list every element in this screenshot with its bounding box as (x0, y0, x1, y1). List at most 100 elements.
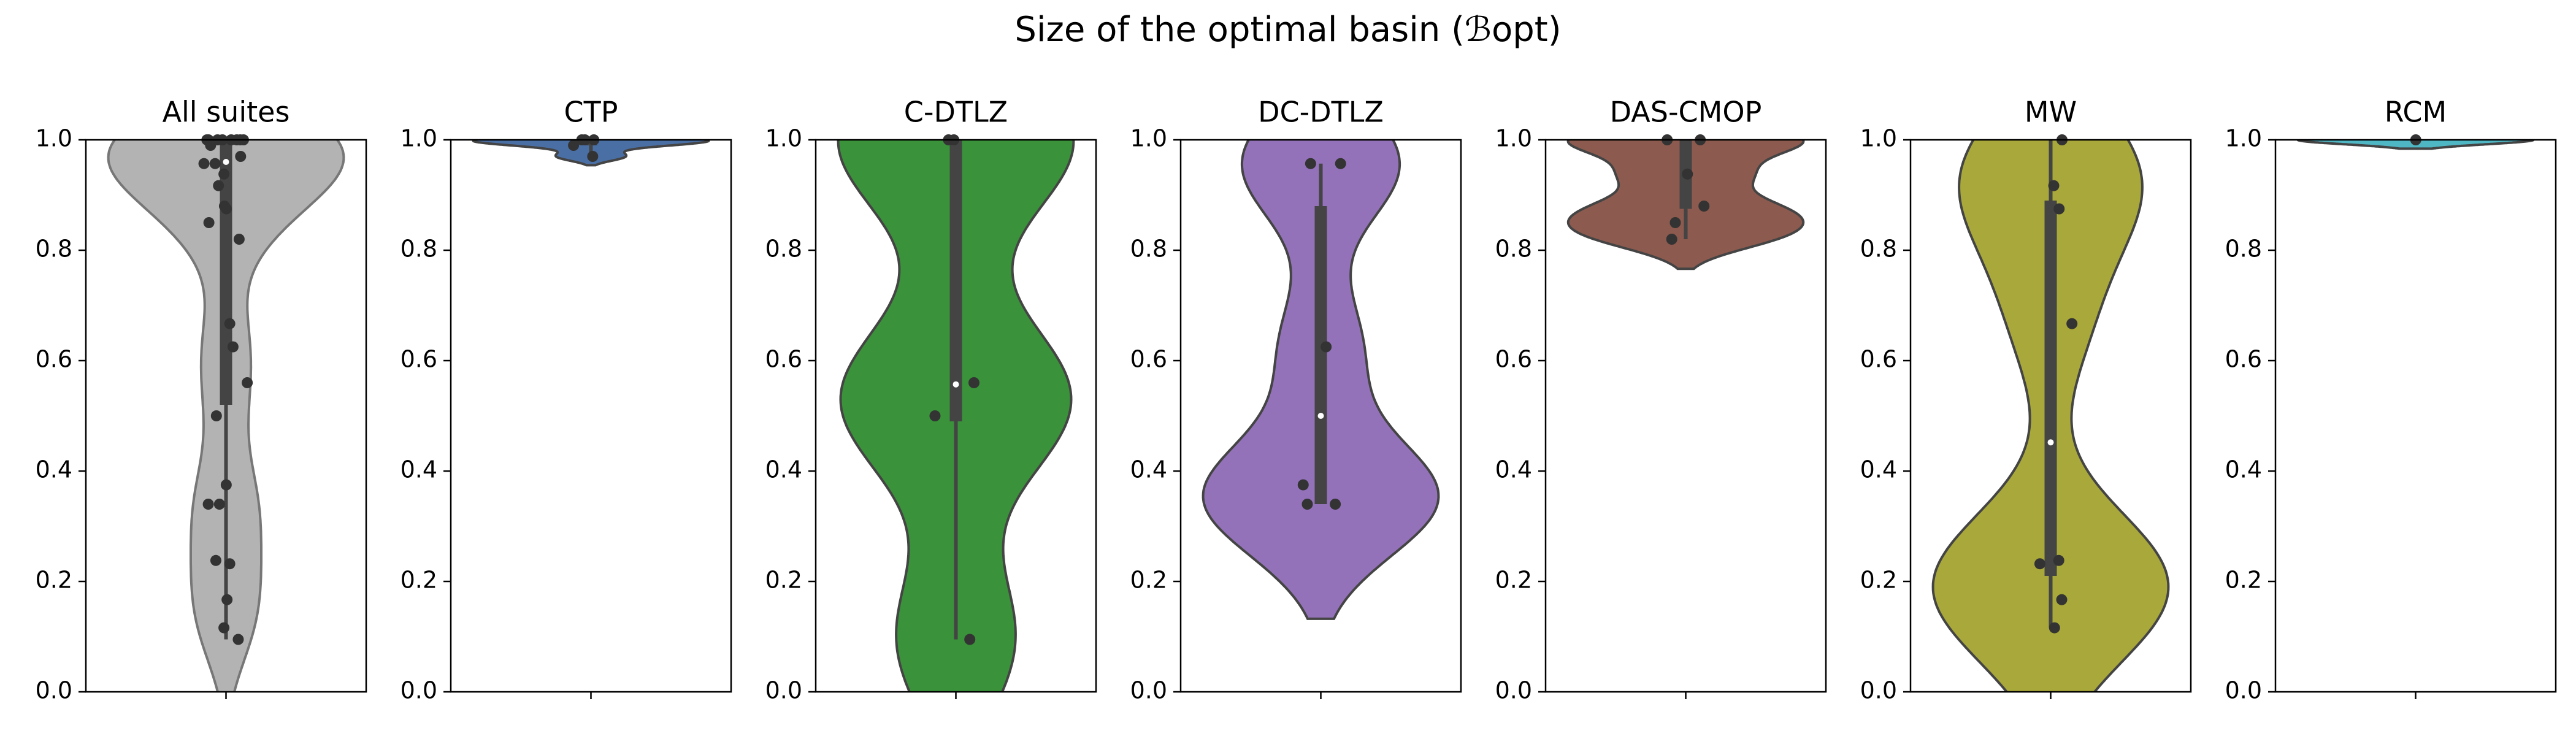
y-tick-label: 0.0 (765, 677, 802, 704)
strip-point (210, 410, 222, 421)
axes-frame (1909, 139, 2192, 693)
strip-point (2066, 318, 2078, 329)
strip-point (1297, 479, 1309, 491)
strip-point (224, 558, 236, 570)
y-tick-label: 0.8 (1495, 236, 1532, 263)
strip-point (198, 158, 210, 169)
y-tick-label: 0.8 (36, 236, 72, 263)
y-tick-label: 0.6 (765, 346, 802, 373)
y-tick-label: 0.8 (765, 236, 802, 263)
y-tick-label: 1.0 (36, 125, 72, 152)
y-tick-label: 1.0 (1860, 125, 1897, 152)
strip-point (220, 203, 232, 215)
box-iqr (949, 140, 962, 421)
y-tick-label: 0.4 (36, 456, 72, 483)
strip-point (242, 377, 253, 388)
y-tick-label: 0.2 (1130, 567, 1167, 594)
subplot: C-DTLZ 0.0 0.2 0.4 0.6 0.8 1.0 (765, 96, 1097, 704)
strip-point (1669, 217, 1681, 228)
box-median (1317, 413, 1324, 419)
subplot: RCM 0.0 0.2 0.4 0.6 0.8 1.0 (2225, 96, 2557, 704)
subplot-title: DC-DTLZ (1258, 96, 1384, 129)
y-tick-label: 0.8 (2225, 236, 2262, 263)
strip-point (968, 377, 979, 388)
y-tick-label: 0.4 (401, 456, 437, 483)
strip-point (1666, 234, 1677, 245)
strip-point (964, 634, 976, 645)
strip-point (2048, 180, 2060, 191)
y-tick-label: 0.8 (401, 236, 437, 263)
y-tick-label: 0.4 (765, 456, 802, 483)
y-tick-label: 0.6 (1495, 346, 1532, 373)
y-tick-label: 0.6 (1130, 346, 1167, 373)
subplot-title: CTP (564, 96, 618, 129)
y-tick-label: 0.0 (1495, 677, 1532, 704)
y-tick-label: 0.4 (1495, 456, 1532, 483)
subplot-title: C-DTLZ (904, 96, 1008, 129)
strip-point (227, 341, 239, 353)
strip-point (1698, 201, 1710, 212)
y-tick-label: 0.0 (1130, 677, 1167, 704)
axes-frame (85, 139, 367, 693)
y-tick-label: 0.0 (1860, 677, 1897, 704)
strip-point (213, 499, 225, 510)
y-tick-label: 0.6 (2225, 346, 2262, 373)
strip-point (1682, 168, 1693, 180)
y-tick-label: 0.4 (1130, 456, 1167, 483)
y-tick-label: 0.2 (36, 567, 72, 594)
y-tick-label: 0.0 (2225, 677, 2262, 704)
y-tick-label: 0.2 (765, 567, 802, 594)
y-tick-label: 0.0 (401, 677, 437, 704)
strip-point (209, 158, 221, 169)
strip-point (203, 217, 215, 228)
subplot: All suites 0.0 0.2 0.4 0.6 0.8 1.0 (36, 96, 367, 704)
strip-point (220, 479, 232, 491)
y-tick-label: 0.2 (2225, 567, 2262, 594)
box-median (953, 381, 959, 388)
strip-point (2049, 622, 2060, 634)
axes-frame (2274, 139, 2557, 693)
box-iqr (1314, 206, 1327, 504)
strip-point (2053, 203, 2065, 215)
strip-point (1301, 499, 1313, 510)
strip-point (929, 410, 941, 421)
subplot-title: RCM (2385, 96, 2447, 129)
subplot-title: DAS-CMOP (1610, 96, 1762, 129)
strip-point (218, 168, 230, 180)
box-iqr (2044, 201, 2057, 576)
strip-point (568, 140, 580, 151)
axes-frame (815, 139, 1097, 693)
y-tick-label: 1.0 (401, 125, 437, 152)
strip-point (235, 151, 247, 162)
y-tick-label: 0.6 (36, 346, 72, 373)
box-iqr (220, 140, 232, 405)
strip-point (2034, 558, 2045, 570)
y-tick-label: 0.6 (401, 346, 437, 373)
y-tick-label: 1.0 (765, 125, 802, 152)
subplot: DC-DTLZ 0.0 0.2 0.4 0.6 0.8 1.0 (1130, 96, 1462, 704)
subplot-title: MW (2025, 96, 2077, 129)
y-tick-label: 1.0 (2225, 125, 2262, 152)
y-tick-label: 0.2 (401, 567, 437, 594)
strip-point (587, 151, 599, 162)
strip-point (232, 634, 244, 645)
strip-point (218, 622, 230, 634)
strip-point (233, 234, 245, 245)
strip-point (2056, 594, 2068, 605)
subplot: DAS-CMOP 0.0 0.2 0.4 0.6 0.8 1.0 (1495, 96, 1827, 704)
strip-point (1330, 499, 1341, 510)
figure-title: Size of the optimal basin (ℬopt) (1014, 10, 1561, 50)
strip-point (210, 554, 221, 566)
y-tick-label: 0.4 (1860, 456, 1897, 483)
box-median (223, 159, 229, 165)
y-tick-label: 0.8 (1130, 236, 1167, 263)
y-tick-label: 0.2 (1860, 567, 1897, 594)
box-median (2047, 439, 2054, 446)
y-tick-label: 0.0 (36, 677, 72, 704)
axes-frame (1179, 139, 1462, 693)
axes-frame (450, 139, 732, 693)
strip-point (2053, 554, 2064, 566)
strip-point (1335, 158, 1346, 169)
y-tick-label: 0.4 (2225, 456, 2262, 483)
